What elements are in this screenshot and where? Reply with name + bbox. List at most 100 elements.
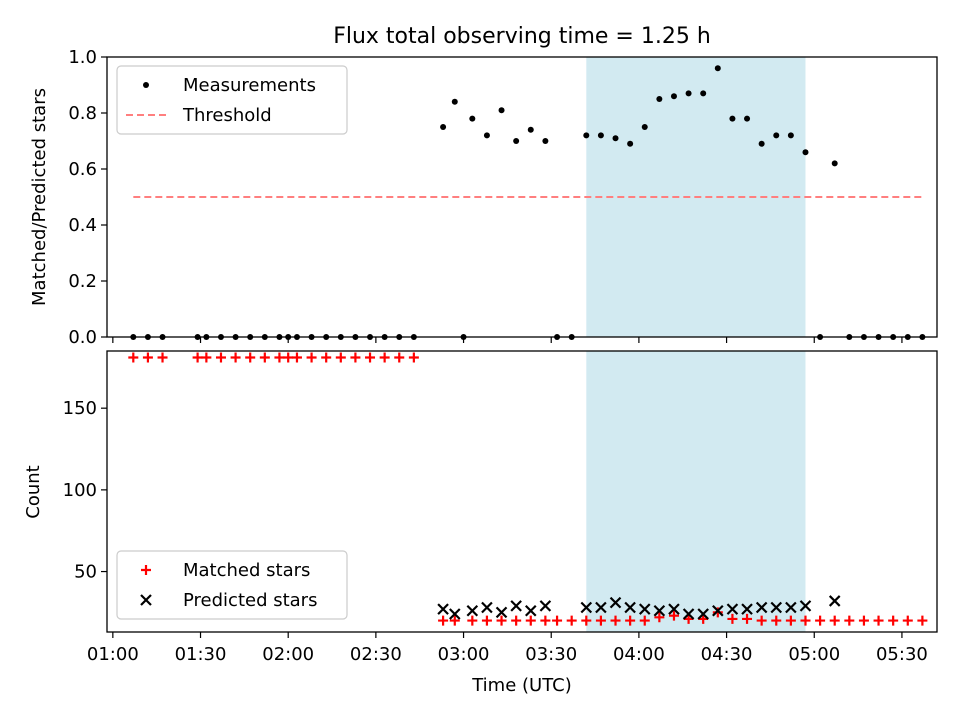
measurement-point	[641, 124, 648, 130]
measurement-point	[656, 96, 663, 102]
matched-star-marker	[858, 615, 869, 626]
bottom-panel: 50 100 150 01:00 01:30 02:00 02:30 03:00 03:30 04…	[63, 350, 938, 665]
matched-star-marker	[142, 352, 153, 363]
matched-star-marker	[511, 615, 522, 626]
matched-star-marker	[771, 615, 782, 626]
matched-star-marker	[727, 613, 738, 624]
predicted-star-marker	[580, 601, 593, 614]
top-ytick-label: 0.4	[68, 215, 97, 236]
measurement-point	[527, 126, 534, 133]
top-axes-frame	[106, 56, 938, 338]
top-ylabel: Matched/Predicted stars	[29, 88, 50, 306]
predicted-star-marker	[668, 603, 680, 615]
bottom-xtick-label: 01:30	[175, 644, 227, 665]
bottom-highlight-band	[586, 351, 806, 632]
matched-star-marker	[449, 615, 460, 626]
matched-star-marker	[566, 615, 577, 626]
predicted-star-marker	[539, 600, 552, 612]
top-ytick-label: 1.0	[68, 47, 97, 68]
measurement-point	[744, 115, 751, 122]
matched-star-marker	[496, 615, 507, 626]
measurement-point	[469, 115, 476, 122]
matched-star-marker	[625, 615, 636, 626]
measurement-point	[542, 138, 549, 144]
measurement-point	[685, 90, 692, 97]
bottom-xlabel: Time (UTC)	[471, 675, 572, 696]
measurement-point	[440, 124, 447, 130]
matched-star-marker	[552, 615, 563, 626]
bottom-xtick-label: 05:30	[876, 644, 928, 665]
matched-star-marker	[306, 352, 317, 363]
matched-star-marker	[654, 612, 665, 623]
predicted-star-marker	[609, 596, 622, 609]
matched-star-marker	[467, 615, 478, 626]
legend-label: Threshold	[182, 105, 272, 126]
top-ytick-label: 0.6	[68, 159, 97, 180]
matched-star-marker	[201, 352, 212, 363]
matched-star-marker	[157, 352, 168, 363]
matched-star-marker	[712, 607, 723, 618]
predicted-star-marker	[697, 608, 709, 620]
matched-star-marker	[350, 352, 361, 363]
predicted-star-marker	[624, 601, 636, 614]
predicted-star-marker	[449, 608, 461, 620]
matched-star-marker	[873, 615, 884, 626]
measurement-point	[498, 107, 505, 114]
top-ytick-label: 0.8	[68, 103, 97, 124]
matched-star-marker	[844, 615, 855, 626]
legend-label: Measurements	[183, 75, 316, 96]
matched-star-marker	[192, 352, 203, 363]
matched-star-marker	[365, 352, 376, 363]
measurement-point	[831, 160, 838, 167]
measurement-point	[597, 132, 604, 139]
measurement-point	[773, 132, 780, 139]
top-legend-box	[116, 65, 348, 135]
bottom-xtick-label: 03:30	[525, 644, 577, 665]
legend-predicted-marker	[140, 594, 152, 606]
matched-star-marker	[815, 615, 826, 626]
predicted-star-marker	[726, 603, 739, 615]
matched-star-marker	[800, 615, 811, 626]
bottom-axes-frame	[106, 350, 938, 633]
bottom-ylabel: Count	[23, 465, 44, 518]
predicted-star-marker	[653, 604, 666, 617]
matched-star-marker	[291, 352, 302, 363]
matched-star-marker	[888, 615, 899, 626]
matched-star-marker	[595, 615, 606, 626]
matched-star-marker	[230, 352, 241, 363]
predicted-star-marker	[510, 600, 522, 612]
matched-star-marker	[335, 352, 346, 363]
measurement-point	[627, 140, 634, 147]
matched-star-marker	[394, 352, 405, 363]
matched-star-marker	[756, 615, 767, 626]
predicted-star-marker	[466, 604, 479, 617]
matched-star-marker	[259, 352, 270, 363]
matched-star-marker	[610, 615, 621, 626]
legend-matched-marker	[141, 565, 151, 575]
predicted-star-marker	[785, 601, 797, 614]
predicted-star-marker	[682, 608, 695, 620]
matched-star-marker	[321, 352, 332, 363]
top-ytick-label: 0.2	[68, 271, 97, 292]
bottom-xtick-label: 04:30	[701, 644, 753, 665]
measurement-point	[758, 140, 765, 147]
matched-star-marker	[215, 352, 226, 363]
predicted-star-marker	[755, 601, 768, 614]
matched-star-marker	[785, 615, 796, 626]
bottom-xtick-label: 03:00	[438, 644, 490, 665]
bottom-legend-box	[116, 550, 348, 620]
matched-star-marker	[902, 615, 913, 626]
predicted-star-marker	[770, 601, 783, 614]
measurement-point	[729, 115, 736, 122]
predicted-star-marker	[595, 601, 607, 614]
matched-star-marker	[408, 352, 419, 363]
legend-label: Matched stars	[183, 560, 310, 581]
measurement-point	[670, 93, 677, 100]
bottom-xtick-label: 01:00	[87, 644, 139, 665]
measurement-point	[583, 132, 590, 139]
matched-star-marker	[245, 352, 256, 363]
matched-star-marker	[481, 615, 492, 626]
predicted-star-marker	[524, 604, 537, 617]
matched-star-marker	[668, 610, 679, 621]
